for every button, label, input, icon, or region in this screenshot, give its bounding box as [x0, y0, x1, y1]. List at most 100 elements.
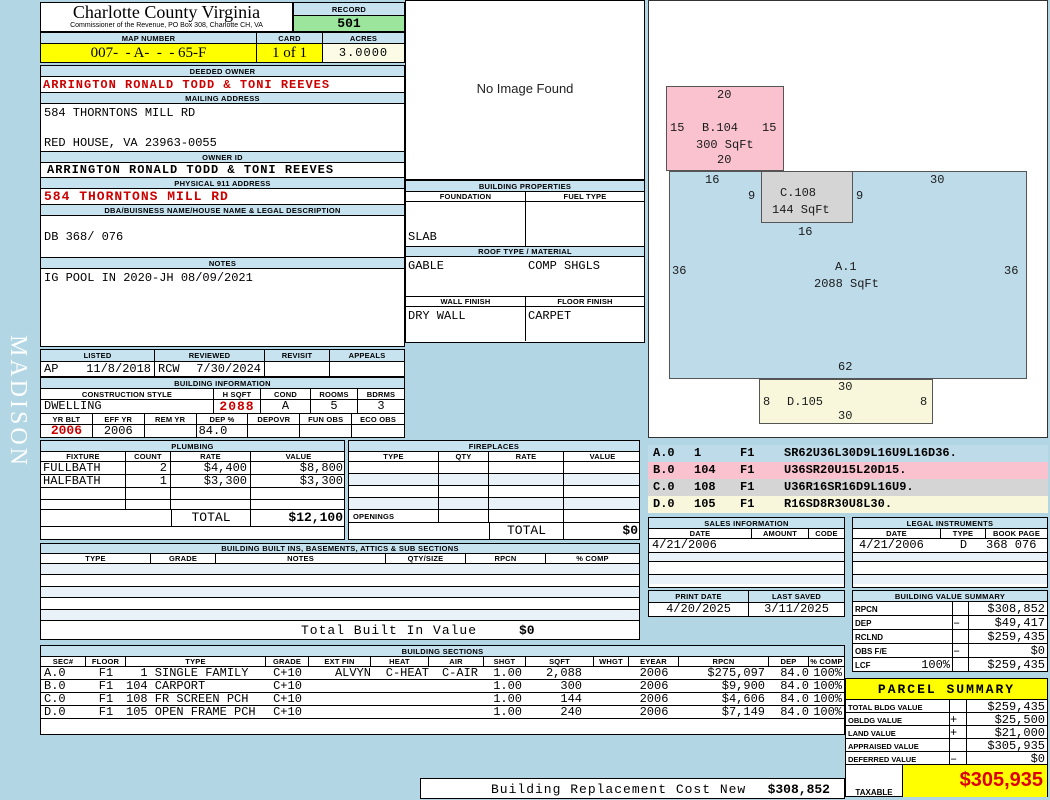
- sketch-a-dim-top-left: 16: [705, 173, 720, 187]
- map-number-value: 007- - A- - - 65-F: [41, 44, 257, 62]
- sketch-a-dim-bottom: 62: [838, 360, 853, 374]
- listed-label: LISTED: [41, 350, 155, 361]
- sketch-a-sqft: 2088 SqFt: [814, 277, 879, 291]
- legal-row: 4/21/2006 D 368 076: [853, 539, 1047, 553]
- sketch-b-dim-bottom: 20: [717, 153, 732, 167]
- effyr-label: EFF YR: [93, 414, 145, 424]
- map-number-label: MAP NUMBER: [41, 33, 257, 43]
- dates-table: PRINT DATE LAST SAVED 4/20/2025 3/11/202…: [648, 590, 845, 617]
- deeded-owner-value: ARRINGTON RONALD TODD & TONI REEVES: [40, 76, 405, 93]
- roof-material-value: COMP SHGLS: [528, 259, 601, 273]
- listed-value: AP 11/8/2018: [41, 362, 155, 376]
- plumbing-header-value: VALUE: [285, 452, 312, 461]
- value-summary-row: LCF 100% $259,435: [855, 658, 1045, 672]
- plumbing-row: FULLBATH 2 $4,400 $8,800: [41, 462, 344, 475]
- sketch-a-name: A.1: [835, 260, 857, 274]
- taxable-value-label: TAXABLE VALUE: [846, 765, 903, 797]
- photo-placeholder: No Image Found: [405, 0, 645, 180]
- cond-label: COND: [261, 389, 311, 399]
- parcel-summary: PARCEL SUMMARY TOTAL BLDG VALUE $259,435…: [845, 678, 1048, 797]
- floor-finish-value: CARPET: [528, 309, 572, 323]
- appeals-label: APPEALS: [348, 351, 386, 360]
- sketch-a-dim-top-right: 30: [930, 173, 945, 187]
- value-summary-row: RPCN $308,852: [853, 602, 1047, 616]
- plumbing-header-count: COUNT: [126, 452, 171, 461]
- fireplaces-total-value: $0: [622, 523, 638, 538]
- appeals-value: [330, 362, 404, 376]
- revisit-value: [265, 362, 330, 376]
- foundation-label: FOUNDATION: [406, 192, 526, 201]
- rooms-label: ROOMS: [311, 389, 358, 399]
- acres-value: 3.0000: [323, 44, 404, 62]
- value-summary-row: RCLND $259,435: [853, 630, 1047, 644]
- plumbing-header-fixture: FIXTURE: [41, 452, 126, 461]
- parcel-summary-row: APPRAISED VALUE $305,935: [846, 739, 1047, 752]
- plumbing-header-rate: RATE: [171, 452, 251, 461]
- mailing-address-value: 584 THORNTONS MILL RD RED HOUSE, VA 2396…: [40, 103, 405, 152]
- plumbing-empty-row: [41, 500, 344, 510]
- print-date-value: 4/20/2025: [649, 603, 749, 616]
- sketch-area-b: [666, 86, 784, 171]
- yrblt-label: YR BLT: [41, 414, 93, 424]
- built-ins-empty-row: [41, 564, 639, 575]
- plumbing-total-label: TOTAL: [171, 510, 251, 526]
- sketch-b-sqft: 300 SqFt: [696, 138, 754, 152]
- built-ins-empty-row: [41, 610, 639, 621]
- foundation-value: SLAB CONCRETE: [406, 202, 526, 246]
- rooms-value: 5: [311, 400, 358, 413]
- reviewed-label: REVIEWED: [155, 350, 265, 361]
- building-value-summary: BUILDING VALUE SUMMARY RPCN $308,852 DEP…: [852, 590, 1048, 672]
- legal-empty-row: [853, 562, 1047, 575]
- building-section-row: D.0 F1 105 OPEN FRAME PCH C+10 1.00 240 …: [41, 706, 844, 719]
- effyr-value: 2006: [93, 425, 145, 438]
- construction-style-value: DWELLING: [41, 400, 214, 413]
- depovr-value: [248, 425, 301, 438]
- plumbing-title: PLUMBING: [41, 441, 344, 452]
- ecoobs-value: [352, 425, 404, 438]
- floor-finish-label: FLOOR FINISH: [557, 297, 613, 306]
- building-section-row: C.0 F1 108 FR SCREEN PCH C+10 1.00 144 2…: [41, 693, 844, 706]
- building-section-row: A.0 F1 1 SINGLE FAMILY C+10 ALVYN C-HEAT…: [41, 667, 844, 680]
- plumbing-empty-row: [41, 488, 344, 500]
- record-value: 501: [294, 16, 404, 31]
- sales-information-title: SALES INFORMATION: [649, 518, 844, 529]
- sketch-c-sqft: 144 SqFt: [772, 203, 830, 217]
- cond-value: A: [261, 400, 311, 413]
- parcel-summary-row: TOTAL BLDG VALUE $259,435: [846, 700, 1047, 713]
- sketch-vector-row: D.0 105 F1 R16SD8R30U8L30.: [648, 496, 1048, 513]
- county-watermark: MADISON: [5, 335, 31, 469]
- fireplaces-header-value: VALUE: [589, 452, 616, 461]
- fuel-type-value: [526, 202, 644, 246]
- card-label: CARD: [257, 33, 323, 43]
- legal-empty-row: [853, 553, 1047, 562]
- dep-label: DEP %: [197, 414, 249, 424]
- sales-row: 4/21/2006: [649, 539, 844, 553]
- built-ins-header-type: TYPE: [41, 554, 151, 563]
- notes-value: IG POOL IN 2020-JH 08/09/2021: [40, 268, 405, 347]
- legal-instruments-table: LEGAL INSTRUMENTS DATE TYPE BOOK PAGE 4/…: [852, 517, 1048, 588]
- built-ins-title: BUILDING BUILT INS, BASEMENTS, ATTICS & …: [41, 544, 639, 554]
- sketch-area-c: [761, 171, 853, 223]
- sales-empty-row: [649, 562, 844, 575]
- funobs-label: FUN OBS: [300, 414, 353, 424]
- depovr-label: DEPOVR: [248, 414, 301, 424]
- remyr-value: [145, 425, 197, 438]
- parcel-summary-row: OBLDG VALUE + $25,500: [846, 713, 1047, 726]
- ecoobs-label: ECO OBS: [360, 415, 397, 424]
- fuel-type-label: FUEL TYPE: [563, 192, 607, 201]
- owner-id-value: ARRINGTON RONALD TODD & TONI REEVES: [40, 162, 405, 178]
- plumbing-table: PLUMBING FIXTURE COUNT RATE VALUE FULLBA…: [40, 440, 345, 540]
- parcel-summary-title: PARCEL SUMMARY: [846, 679, 1047, 700]
- legal-empty-row: [853, 575, 1047, 584]
- card-value: 1 of 1: [257, 44, 323, 62]
- hsqft-value: 2088: [214, 400, 261, 413]
- building-information-table: BUILDING INFORMATION CONSTRUCTION STYLE …: [40, 377, 405, 438]
- last-saved-value: 3/11/2025: [764, 603, 829, 616]
- dba-value: DB 368/ 076: [40, 215, 405, 258]
- bdrms-label: BDRMS: [366, 390, 396, 399]
- built-ins-header-notes: NOTES: [216, 554, 386, 563]
- building-section-row: B.0 F1 104 CARPORT C+10 1.00 300 2006 $9…: [41, 680, 844, 693]
- value-summary-row: DEP – $49,417: [853, 616, 1047, 630]
- sketch-vector-row: B.0 104 F1 U36SR20U15L20D15.: [648, 462, 1048, 479]
- bdrms-value: 3: [377, 400, 385, 413]
